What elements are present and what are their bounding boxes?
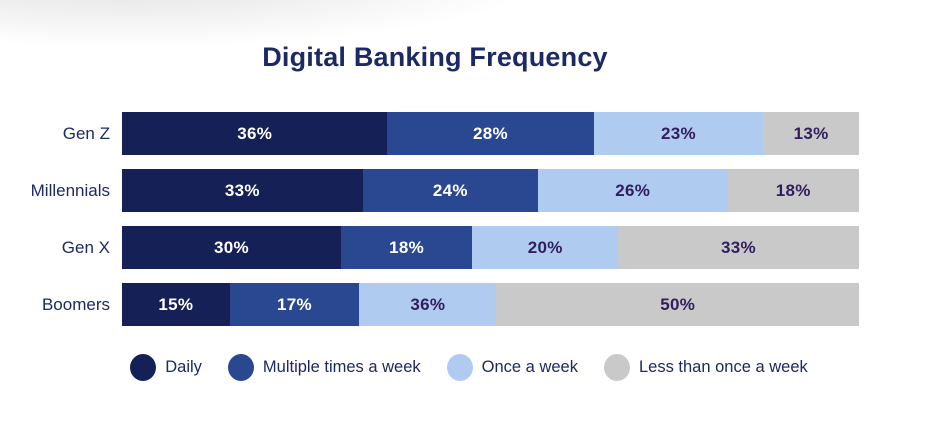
- bar-segment: 17%: [229, 283, 360, 326]
- bar-rows: Gen Z 36% 28% 23% 13% Millennials 33% 24% 26% 18%…: [0, 112, 938, 326]
- bar-row: Millennials 33% 24% 26% 18%: [0, 169, 859, 212]
- bar-row: Boomers 15% 17% 36% 50%: [0, 283, 859, 326]
- bar-segment: 15%: [122, 283, 230, 326]
- title-container: Digital Banking Frequency: [0, 0, 870, 73]
- stacked-bar: 36% 28% 23% 13%: [122, 112, 859, 155]
- bar-segment: 18%: [340, 226, 473, 269]
- segment-value-label: 33%: [224, 180, 260, 200]
- bar-segment: 23%: [593, 112, 764, 155]
- bar-segment: 33%: [122, 169, 363, 212]
- legend-label: Once a week: [481, 358, 578, 376]
- bar-segment: 33%: [618, 226, 859, 269]
- segment-value-label: 23%: [660, 123, 696, 143]
- category-label: Gen X: [61, 237, 110, 257]
- legend-item: Once a week: [446, 354, 578, 381]
- legend: Daily Multiple times a week Once a week Les…: [0, 354, 938, 381]
- segment-value-label: 13%: [793, 123, 829, 143]
- segment-value-label: 17%: [276, 294, 312, 314]
- stacked-bar: 30% 18% 20% 33%: [122, 226, 859, 269]
- category-label: Boomers: [41, 294, 110, 314]
- segment-value-label: 33%: [721, 237, 756, 257]
- segment-value-label: 36%: [410, 294, 446, 314]
- bar-segment: 18%: [727, 169, 859, 212]
- segment-value-label: 18%: [775, 180, 811, 200]
- legend-swatch-circle: [446, 354, 473, 381]
- legend-swatch-circle: [603, 354, 630, 381]
- legend-label: Daily: [165, 358, 202, 376]
- segment-value-label: 28%: [473, 123, 508, 143]
- legend-label: Less than once a week: [638, 358, 808, 376]
- segment-value-label: 30%: [213, 237, 249, 257]
- bar-segment: 36%: [122, 112, 388, 155]
- legend-item: Multiple times a week: [227, 354, 421, 381]
- bar-segment: 13%: [763, 112, 859, 155]
- legend-swatch-circle: [130, 354, 157, 381]
- segment-value-label: 26%: [615, 180, 651, 200]
- bar-segment: 20%: [472, 226, 619, 269]
- bar-segment: 24%: [362, 169, 538, 212]
- bar-segment: 36%: [359, 283, 497, 326]
- segment-value-label: 20%: [527, 237, 563, 257]
- bar-segment: 26%: [537, 169, 728, 212]
- bar-segment: 30%: [122, 226, 341, 269]
- segment-value-label: 36%: [237, 123, 273, 143]
- bar-row: Gen X 30% 18% 20% 33%: [0, 226, 859, 269]
- segment-value-label: 50%: [660, 294, 696, 314]
- segment-value-label: 15%: [158, 294, 194, 314]
- legend-label: Multiple times a week: [262, 358, 421, 376]
- stacked-bar: 15% 17% 36% 50%: [122, 283, 859, 326]
- legend-swatch-circle: [227, 354, 254, 381]
- chart-title: Digital Banking Frequency: [262, 42, 608, 72]
- bar-segment: 28%: [387, 112, 594, 155]
- category-label: Gen Z: [62, 123, 110, 143]
- legend-item: Less than once a week: [603, 354, 808, 381]
- stacked-bar: 33% 24% 26% 18%: [122, 169, 859, 212]
- bar-row: Gen Z 36% 28% 23% 13%: [0, 112, 859, 155]
- bar-segment: 50%: [496, 283, 859, 326]
- category-label: Millennials: [30, 180, 110, 200]
- segment-value-label: 18%: [389, 237, 424, 257]
- segment-value-label: 24%: [432, 180, 468, 200]
- legend-item: Daily: [130, 354, 202, 381]
